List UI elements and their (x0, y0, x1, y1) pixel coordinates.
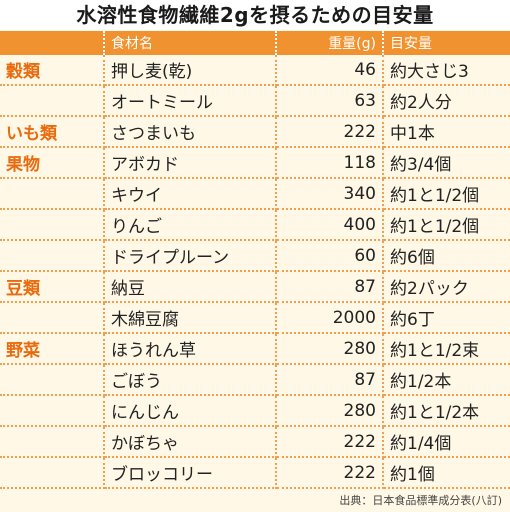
category-cell (0, 302, 105, 334)
amount-cell: 約2パック (383, 271, 510, 303)
amount-cell: 約1/4個 (383, 426, 510, 458)
weight-cell: 280 (276, 333, 384, 365)
table-row: 野菜 ほうれん草 280 約1と1/2束 (0, 333, 510, 365)
food-name-cell: 押し麦(乾) (104, 55, 277, 86)
amount-cell: 約1個 (383, 457, 510, 489)
food-name-cell: にんじん (104, 395, 277, 427)
amount-cell: 約3/4個 (383, 147, 510, 179)
table-row: キウイ 340 約1と1/2個 (0, 178, 510, 210)
category-cell (0, 364, 105, 396)
weight-cell: 118 (276, 147, 384, 179)
amount-cell: 約大さじ3 (383, 55, 510, 86)
category-cell (0, 178, 105, 210)
weight-cell: 400 (276, 209, 384, 241)
weight-cell: 87 (276, 271, 384, 303)
food-name-cell: ブロッコリー (104, 457, 277, 489)
weight-cell: 222 (276, 116, 384, 148)
table-row: りんご 400 約1と1/2個 (0, 209, 510, 241)
header-row: 食材名 重量(g) 目安量 (0, 31, 510, 55)
table-row: 豆類 納豆 87 約2パック (0, 271, 510, 303)
weight-cell: 222 (276, 426, 384, 458)
fiber-table: 食材名 重量(g) 目安量 穀類 押し麦(乾) 46 約大さじ3 オートミール 63 約2人… (0, 31, 510, 489)
category-cell (0, 240, 105, 272)
food-name-cell: オートミール (104, 85, 277, 117)
table-row: 果物 アボカド 118 約3/4個 (0, 147, 510, 179)
header-category (0, 31, 105, 55)
category-cell: 野菜 (0, 333, 105, 365)
header-amount: 目安量 (383, 31, 510, 55)
weight-cell: 46 (276, 55, 384, 86)
food-name-cell: かぼちゃ (104, 426, 277, 458)
food-name-cell: りんご (104, 209, 277, 241)
food-name-cell: 木綿豆腐 (104, 302, 277, 334)
category-cell (0, 209, 105, 241)
amount-cell: 約2人分 (383, 85, 510, 117)
table-row: ごぼう 87 約1/2本 (0, 364, 510, 396)
amount-cell: 約6個 (383, 240, 510, 272)
weight-cell: 63 (276, 85, 384, 117)
table-row: にんじん 280 約1と1/2本 (0, 395, 510, 427)
amount-cell: 約1/2本 (383, 364, 510, 396)
amount-cell: 約6丁 (383, 302, 510, 334)
weight-cell: 222 (276, 457, 384, 489)
category-cell: いも類 (0, 116, 105, 148)
food-name-cell: ごぼう (104, 364, 277, 396)
table-title: 水溶性食物繊維2gを摂るための目安量 (0, 0, 510, 30)
amount-cell: 約1と1/2束 (383, 333, 510, 365)
food-name-cell: ドライプルーン (104, 240, 277, 272)
table-row: いも類 さつまいも 222 中1本 (0, 116, 510, 148)
header-food: 食材名 (104, 31, 277, 55)
table-row: 穀類 押し麦(乾) 46 約大さじ3 (0, 55, 510, 86)
table-row: 木綿豆腐 2000 約6丁 (0, 302, 510, 334)
category-cell (0, 457, 105, 489)
table-row: オートミール 63 約2人分 (0, 85, 510, 117)
table-row: かぼちゃ 222 約1/4個 (0, 426, 510, 458)
food-name-cell: さつまいも (104, 116, 277, 148)
weight-cell: 340 (276, 178, 384, 210)
category-cell: 果物 (0, 147, 105, 179)
header-weight: 重量(g) (276, 31, 384, 55)
weight-cell: 2000 (276, 302, 384, 334)
food-name-cell: 納豆 (104, 271, 277, 303)
category-cell: 豆類 (0, 271, 105, 303)
source-note: 出典：日本食品標準成分表(八訂) (339, 494, 502, 507)
food-name-cell: ほうれん草 (104, 333, 277, 365)
table-row: ドライプルーン 60 約6個 (0, 240, 510, 272)
amount-cell: 約1と1/2個 (383, 209, 510, 241)
category-cell (0, 426, 105, 458)
food-name-cell: キウイ (104, 178, 277, 210)
category-cell: 穀類 (0, 55, 105, 86)
table-row: ブロッコリー 222 約1個 (0, 457, 510, 489)
weight-cell: 87 (276, 364, 384, 396)
amount-cell: 約1と1/2本 (383, 395, 510, 427)
weight-cell: 280 (276, 395, 384, 427)
amount-cell: 約1と1/2個 (383, 178, 510, 210)
food-name-cell: アボカド (104, 147, 277, 179)
amount-cell: 中1本 (383, 116, 510, 148)
category-cell (0, 85, 105, 117)
weight-cell: 60 (276, 240, 384, 272)
category-cell (0, 395, 105, 427)
